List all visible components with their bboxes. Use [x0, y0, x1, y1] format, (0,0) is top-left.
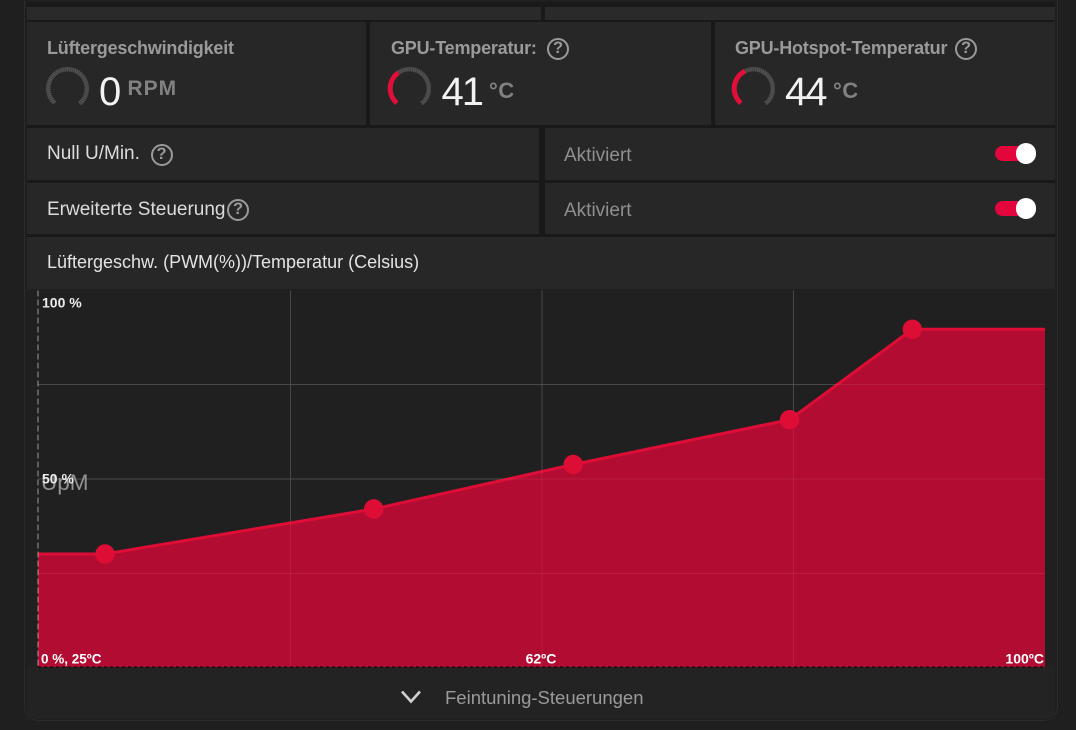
svg-text:100 %: 100 % — [42, 295, 82, 311]
svg-text:62ºC: 62ºC — [526, 651, 557, 667]
svg-text:50 %: 50 % — [42, 471, 74, 487]
svg-text:100ºC: 100ºC — [1005, 651, 1044, 667]
svg-text:UpM: UpM — [41, 470, 89, 495]
svg-text:0 %, 25ºC: 0 %, 25ºC — [41, 652, 102, 667]
